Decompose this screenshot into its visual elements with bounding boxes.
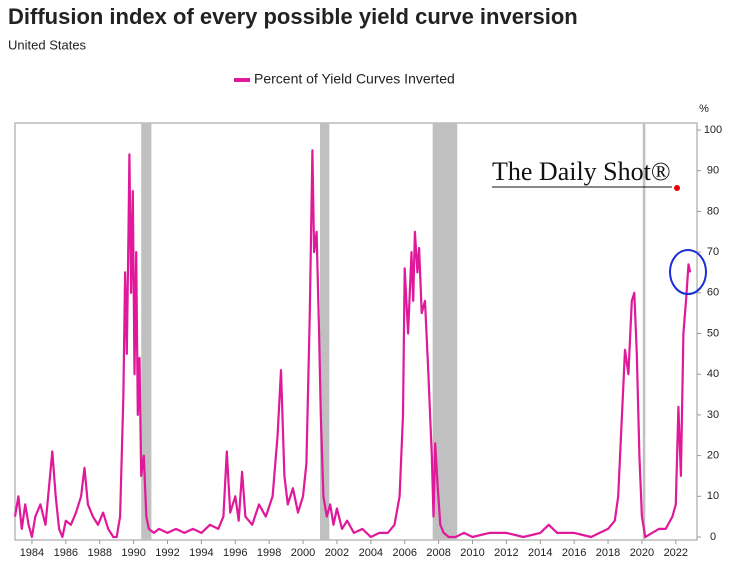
x-tick-label: 2014: [528, 547, 552, 559]
chart-subtitle: United States: [8, 37, 87, 52]
y-tick-label: 20: [707, 450, 719, 462]
shaded-period: [319, 123, 330, 540]
y-tick-label: 80: [707, 205, 719, 217]
y-tick-label: 70: [707, 246, 719, 258]
y-tick-label: 10: [707, 490, 719, 502]
shading-layer: [141, 123, 646, 540]
x-tick-label: 2008: [426, 547, 450, 559]
plot-frame: [14, 122, 698, 541]
x-tick-label: 1992: [155, 547, 179, 559]
watermark-dot: [674, 185, 680, 191]
x-tick-label: 2022: [664, 547, 688, 559]
x-tick-label: 1994: [189, 547, 213, 559]
shaded-period: [141, 123, 152, 540]
x-tick-label: 2002: [325, 547, 349, 559]
y-tick-label: 100: [704, 124, 722, 136]
plot-layer: [13, 149, 692, 539]
highlight-circle: [669, 249, 707, 295]
y-tick-label: 60: [707, 287, 719, 299]
x-tick-label: 2020: [630, 547, 654, 559]
x-tick-label: 2006: [392, 547, 416, 559]
y-tick-label: 50: [707, 327, 719, 339]
legend-label: Percent of Yield Curves Inverted: [254, 71, 455, 87]
y-axis-label: %: [699, 103, 709, 115]
y-tick-label: 0: [710, 531, 716, 543]
x-tick-label: 2018: [596, 547, 620, 559]
y-tick-label: 40: [707, 368, 719, 380]
chart-title: Diffusion index of every possible yield …: [8, 4, 578, 29]
x-tick-label: 2012: [494, 547, 518, 559]
x-tick-label: 1990: [121, 547, 145, 559]
y-tick-label: 90: [707, 165, 719, 177]
x-tick-label: 2016: [562, 547, 586, 559]
x-tick-label: 1998: [257, 547, 281, 559]
x-tick-label: 2010: [460, 547, 484, 559]
x-tick-label: 1984: [20, 547, 44, 559]
x-tick-label: 2000: [291, 547, 315, 559]
x-tick-label: 1996: [223, 547, 247, 559]
data-line: [13, 149, 692, 539]
x-tick-label: 1988: [87, 547, 111, 559]
watermark: The Daily Shot®: [492, 157, 671, 186]
x-tick-label: 1986: [54, 547, 78, 559]
x-tick-label: 2004: [359, 547, 383, 559]
y-tick-label: 30: [707, 409, 719, 421]
shaded-period: [642, 123, 646, 540]
